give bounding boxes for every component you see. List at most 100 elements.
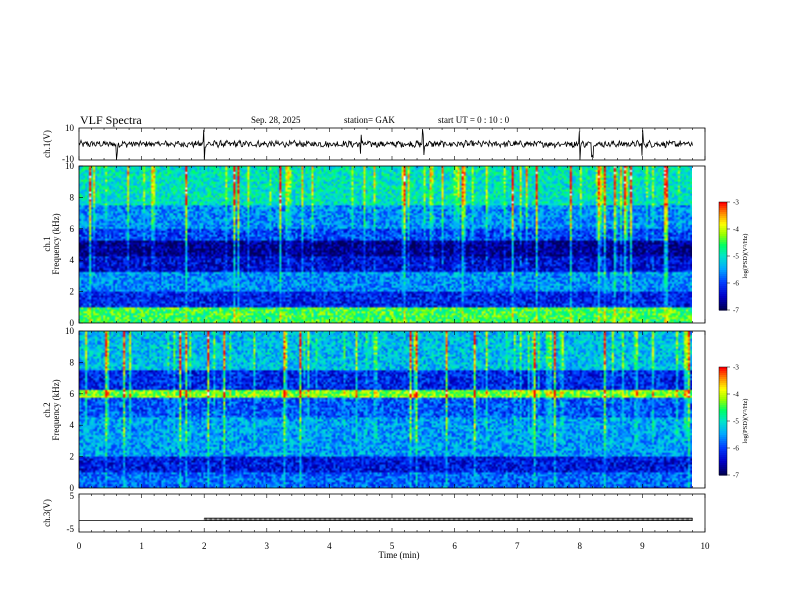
spectrogram-ytick-label: 8 bbox=[70, 357, 75, 367]
colorbar-segment bbox=[719, 212, 727, 215]
colorbar-segment bbox=[719, 270, 727, 273]
ch3-signal-frame bbox=[78, 493, 706, 533]
colorbar-segment bbox=[719, 268, 727, 271]
time-axis: 0 1 2 3 4 5 6 7 8 9 10 bbox=[77, 541, 710, 551]
colorbar-tick-label: -6 bbox=[733, 280, 739, 288]
colorbar-segment bbox=[719, 369, 727, 372]
colorbar-segment bbox=[719, 455, 727, 458]
colorbar-segment bbox=[719, 373, 727, 376]
colorbar-segment bbox=[719, 304, 727, 307]
spectrogram-ytick-label: 8 bbox=[70, 192, 75, 202]
ch3-ytick-top: 5 bbox=[70, 491, 75, 501]
colorbar-segment bbox=[719, 417, 727, 420]
colorbar-segment bbox=[719, 461, 727, 464]
colorbar-tick-label: -6 bbox=[733, 445, 739, 453]
colorbar-segment bbox=[719, 437, 727, 440]
colorbar-segment bbox=[719, 453, 727, 456]
colorbar-segment bbox=[719, 445, 727, 448]
colorbar-tick-label: -5 bbox=[733, 418, 739, 426]
colorbar-segment bbox=[719, 383, 727, 386]
colorbar-segment bbox=[719, 292, 727, 295]
ch2-spectrogram-ylabel-1: ch.2 bbox=[42, 402, 52, 417]
colorbar-segment bbox=[719, 441, 727, 444]
ch2-spectrogram-ylabel-2: Frequency (kHz) bbox=[51, 379, 61, 440]
date-label: Sep. 28, 2025 bbox=[251, 115, 301, 125]
colorbar-segment bbox=[719, 256, 727, 259]
colorbar-segment bbox=[719, 206, 727, 209]
colorbar-segment bbox=[719, 220, 727, 223]
time-axis-tick-label: 9 bbox=[640, 541, 645, 551]
colorbar-segment bbox=[719, 399, 727, 402]
start-time-label: start UT = 0 : 10 : 0 bbox=[438, 115, 510, 125]
time-axis-tick-label: 2 bbox=[202, 541, 207, 551]
colorbar-segment bbox=[719, 228, 727, 231]
colorbar-segment bbox=[719, 238, 727, 241]
colorbar-segment bbox=[719, 246, 727, 249]
ch2-spectrogram-panel: 0 2 4 6 8 10 ch.2 Frequency (kHz) bbox=[42, 326, 706, 493]
colorbar-segment bbox=[719, 415, 727, 418]
colorbar-segment bbox=[719, 260, 727, 263]
colorbar-segment bbox=[719, 465, 727, 468]
colorbar-segment bbox=[719, 262, 727, 265]
ch3-signal-panel: 5 -5 ch.3(V) bbox=[42, 491, 706, 534]
colorbar-segment bbox=[719, 230, 727, 233]
colorbar-segment bbox=[719, 409, 727, 412]
spectrogram-ytick-label: 0 bbox=[70, 483, 75, 493]
colorbar-segment bbox=[719, 443, 727, 446]
colorbar-segment bbox=[719, 258, 727, 261]
colorbar-segment bbox=[719, 232, 727, 235]
station-label: station= GAK bbox=[344, 115, 395, 125]
colorbar-segment bbox=[719, 300, 727, 303]
colorbar-segment bbox=[719, 413, 727, 416]
colorbar-segment bbox=[719, 266, 727, 269]
colorbar-segment bbox=[719, 411, 727, 414]
colorbar-segment bbox=[719, 276, 727, 279]
time-axis-tick-label: 7 bbox=[515, 541, 520, 551]
colorbar-segment bbox=[719, 457, 727, 460]
colorbar-segment bbox=[719, 208, 727, 211]
colorbar-segment bbox=[719, 210, 727, 213]
colorbar-segment bbox=[719, 451, 727, 454]
colorbar-segment bbox=[719, 234, 727, 237]
colorbar-segment bbox=[719, 375, 727, 378]
colorbar-segment bbox=[719, 284, 727, 287]
colorbar-tick-label: -4 bbox=[733, 226, 739, 234]
colorbar-segment bbox=[719, 389, 727, 392]
colorbar-segment bbox=[719, 393, 727, 396]
colorbar-segment bbox=[719, 222, 727, 225]
time-axis-tick-label: 5 bbox=[390, 541, 395, 551]
spectrogram-ytick-label: 4 bbox=[70, 420, 75, 430]
ch1-spectrogram-ylabel-1: ch.1 bbox=[42, 236, 52, 251]
colorbar-segment bbox=[719, 427, 727, 430]
ch1-ytick-bottom: -10 bbox=[62, 154, 74, 164]
colorbar-tick-label: -7 bbox=[733, 307, 739, 315]
colorbar-segment bbox=[719, 391, 727, 394]
time-axis-tick-label: 3 bbox=[265, 541, 270, 551]
colorbar-segment bbox=[719, 282, 727, 285]
ch2-spectrogram-image bbox=[79, 331, 692, 488]
colorbar-label: log(PSD)(V²/Hz) bbox=[742, 234, 749, 279]
colorbar-segment bbox=[719, 425, 727, 428]
colorbar-segment bbox=[719, 381, 727, 384]
colorbar-segment bbox=[719, 423, 727, 426]
time-axis-tick-label: 4 bbox=[327, 541, 332, 551]
colorbar-segment bbox=[719, 463, 727, 466]
spectrogram-ytick-label: 2 bbox=[70, 452, 75, 462]
ch1-spectrogram-panel: 0 2 4 6 8 10 ch.1 Frequency (kHz) bbox=[42, 161, 706, 328]
ch1-waveform-ylabel: ch.1(V) bbox=[42, 130, 52, 158]
colorbar-segment bbox=[719, 387, 727, 390]
colorbar-segment bbox=[719, 302, 727, 305]
colorbar-segment bbox=[719, 306, 727, 309]
colorbar-segment bbox=[719, 216, 727, 219]
spectrogram-ytick-label: 10 bbox=[65, 326, 75, 336]
colorbar-segment bbox=[719, 204, 727, 207]
colorbar-segment bbox=[719, 286, 727, 289]
colorbar-segment bbox=[719, 385, 727, 388]
colorbar-segment bbox=[719, 403, 727, 406]
ch1-spectrogram-ylabel-2: Frequency (kHz) bbox=[51, 213, 61, 274]
colorbar-label: log(PSD)(V²/Hz) bbox=[742, 399, 749, 444]
colorbar-segment bbox=[719, 379, 727, 382]
colorbar-segment bbox=[719, 397, 727, 400]
spectrogram-ytick-label: 2 bbox=[70, 287, 75, 297]
ch1-ytick-top: 10 bbox=[65, 123, 75, 133]
